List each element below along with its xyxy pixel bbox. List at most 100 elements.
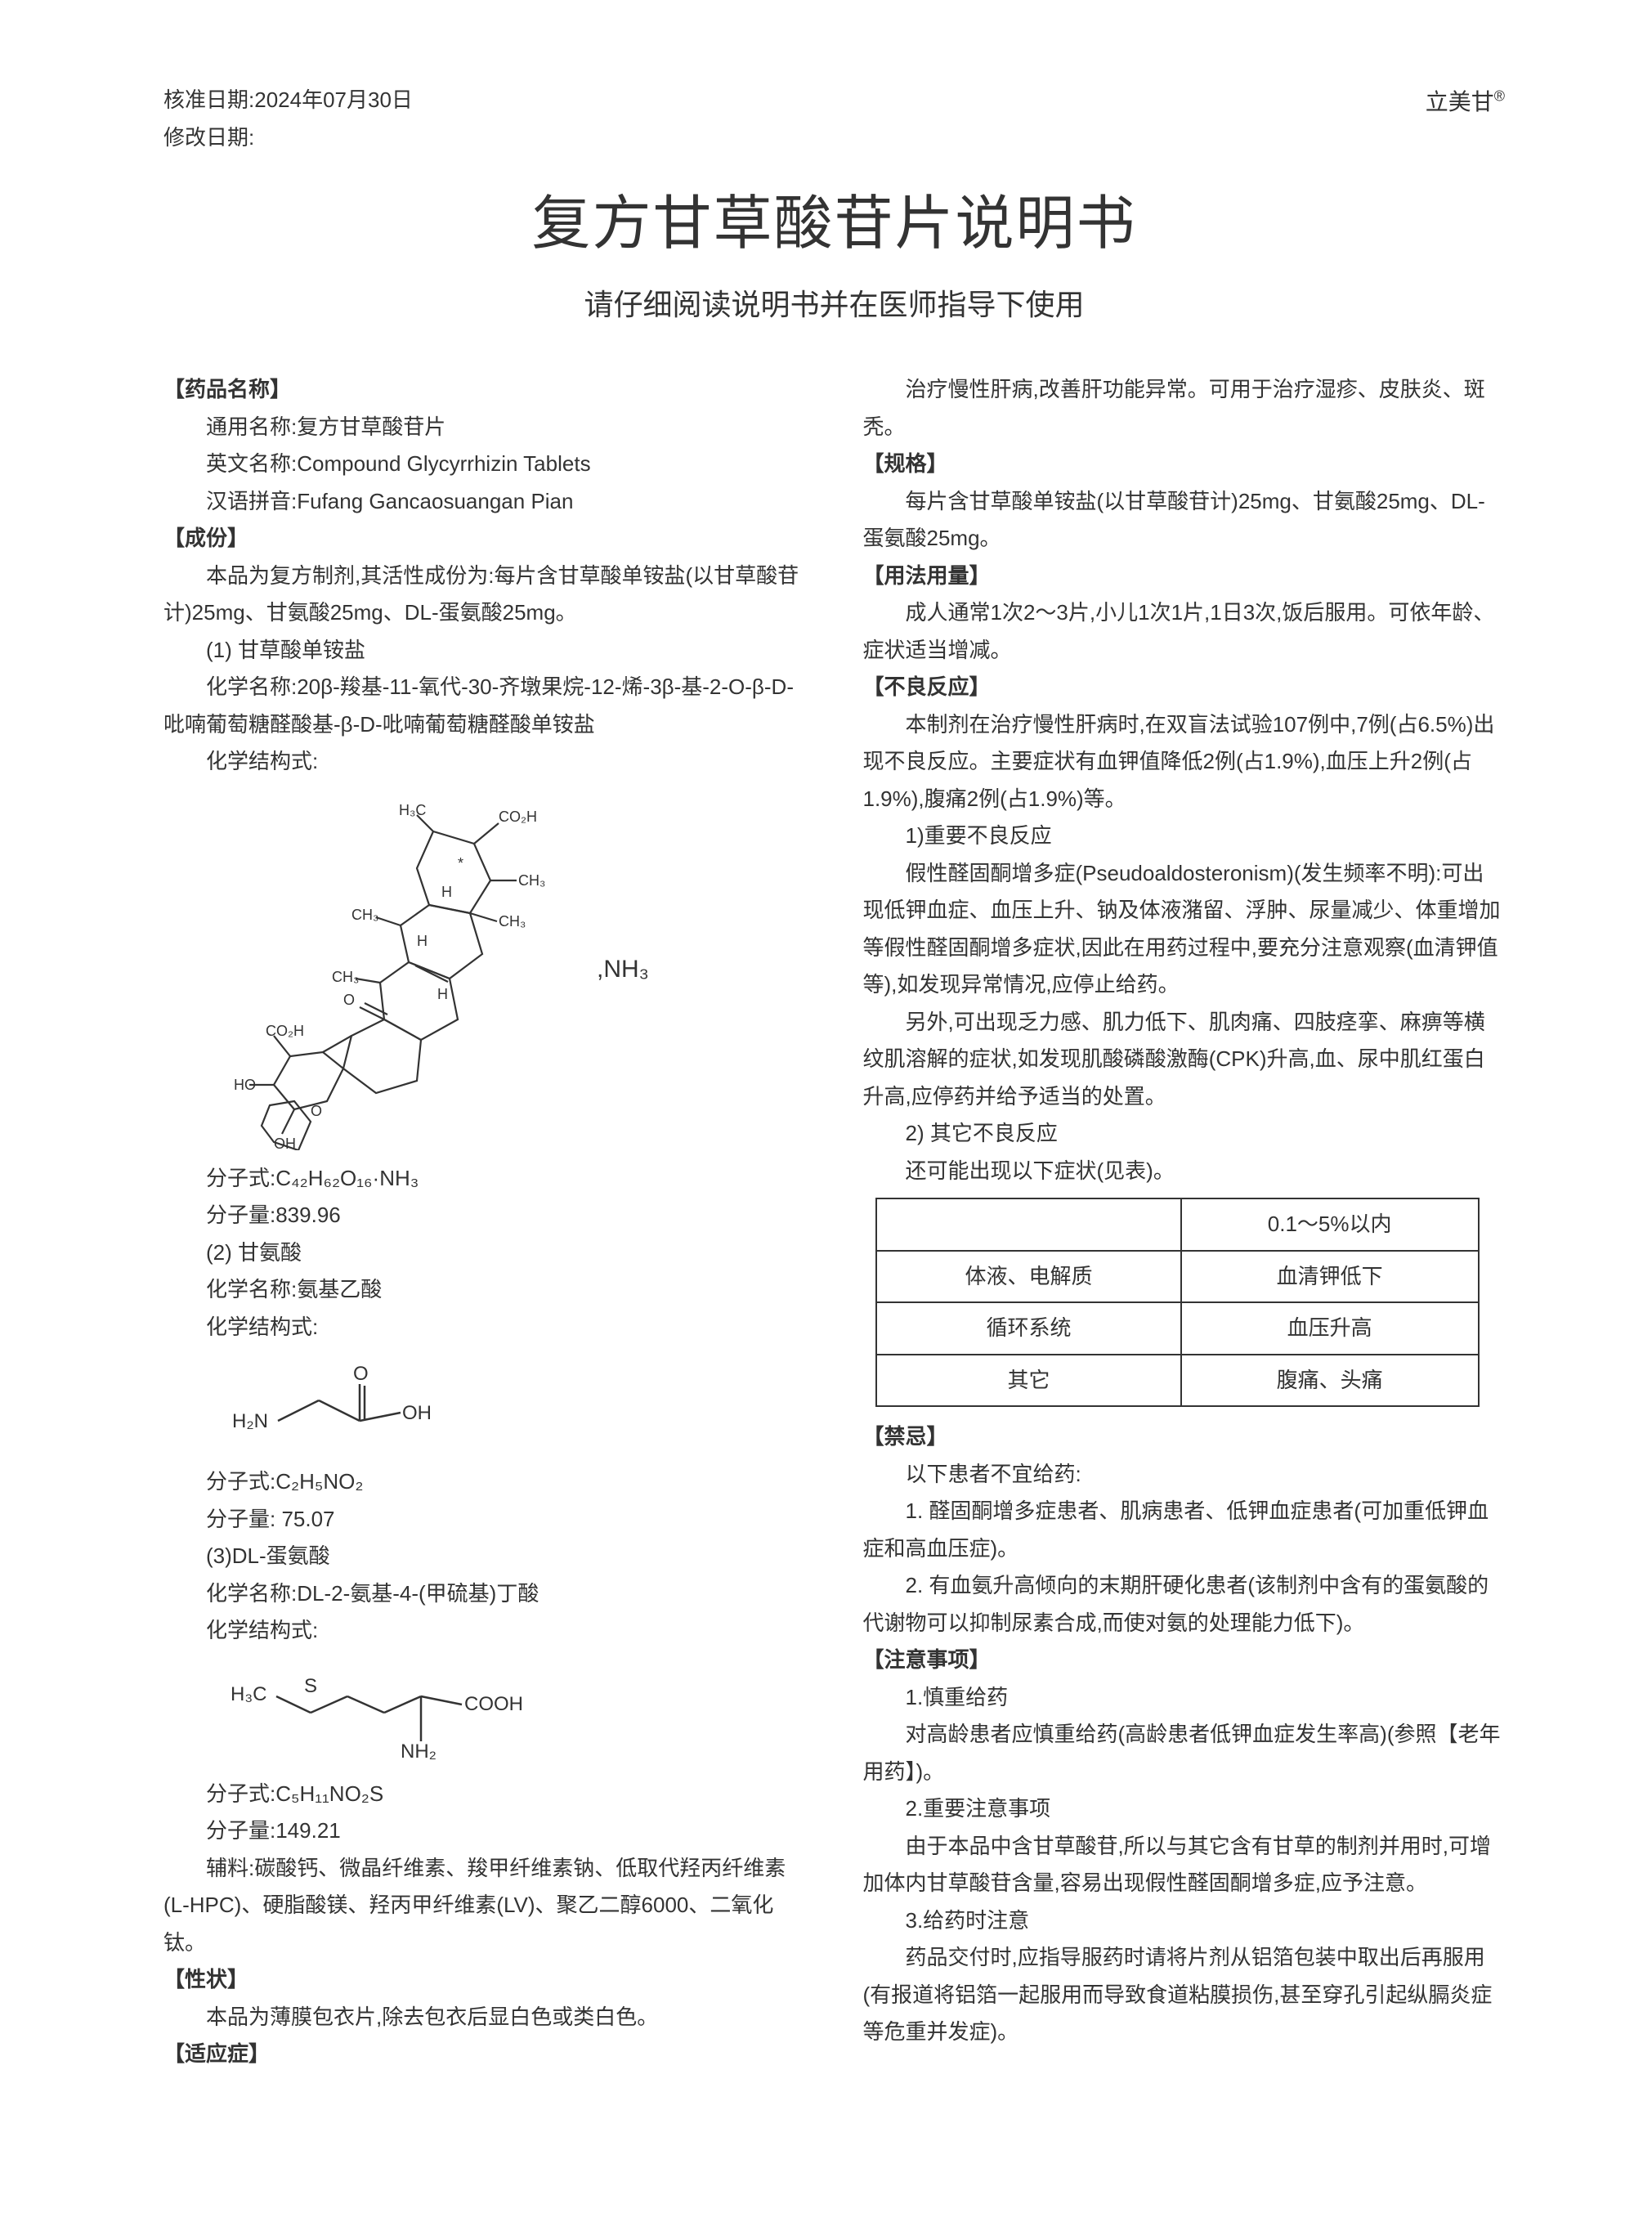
contra-2: 2. 有血氨升高倾向的末期肝硬化患者(该制剂中含有的蛋氨酸的代谢物可以抑制尿素合… bbox=[863, 1567, 1506, 1642]
adr-1-p2: 另外,可出现乏力感、肌力低下、肌肉痛、四肢痉挛、麻痹等横纹肌溶解的症状,如发现肌… bbox=[863, 1004, 1506, 1116]
adr-1-p1: 假性醛固酮增多症(Pseudoaldosteronism)(发生频率不明):可出… bbox=[863, 855, 1506, 1004]
svg-text:CH₃: CH₃ bbox=[499, 913, 526, 930]
section-head-character: 【性状】 bbox=[163, 1961, 806, 1999]
svg-text:OH: OH bbox=[402, 1402, 432, 1424]
table-cell-freq-header: 0.1～5%以内 bbox=[1181, 1198, 1479, 1251]
table-row: 体液、电解质 血清钾低下 bbox=[876, 1251, 1478, 1303]
component3-chemname: 化学名称:DL-2-氨基-4-(甲硫基)丁酸 bbox=[163, 1575, 806, 1613]
adr-2-label: 2) 其它不良反应 bbox=[863, 1115, 1506, 1153]
svg-text:H₂N: H₂N bbox=[232, 1410, 268, 1432]
generic-name: 通用名称:复方甘草酸苷片 bbox=[163, 409, 806, 446]
table-cell: 循环系统 bbox=[876, 1302, 1181, 1355]
section-head-adr: 【不良反应】 bbox=[863, 669, 1506, 706]
component1-struct-label: 化学结构式: bbox=[163, 743, 806, 781]
component2-structure: H₂N O OH bbox=[229, 1355, 806, 1454]
section-head-dosage: 【用法用量】 bbox=[863, 558, 1506, 595]
svg-text:*: * bbox=[458, 855, 463, 871]
adr-intro: 本制剂在治疗慢性肝病时,在双盲法试验107例中,7例(占6.5%)出现不良反应。… bbox=[863, 706, 1506, 818]
document-subtitle: 请仔细阅读说明书并在医师指导下使用 bbox=[163, 279, 1505, 330]
caution-3-body: 药品交付时,应指导服药时请将片剂从铝箔包装中取出后再服用(有报道将铝箔一起服用而… bbox=[863, 1939, 1506, 2051]
svg-text:NH₂: NH₂ bbox=[401, 1740, 437, 1763]
component1-structure: CO₂H H₃C CH₃ CH₃ CH₃ CH₃ O * H H H CO₂H … bbox=[229, 791, 806, 1150]
component1-mw: 分子量:839.96 bbox=[163, 1197, 806, 1234]
svg-text:S: S bbox=[304, 1675, 317, 1697]
svg-text:CO₂H: CO₂H bbox=[266, 1023, 304, 1039]
english-name: 英文名称:Compound Glycyrrhizin Tablets bbox=[163, 446, 806, 483]
component1-chemname: 化学名称:20β-羧基-11-氧代-30-齐墩果烷-12-烯-3β-基-2-O-… bbox=[163, 669, 806, 743]
svg-text:H: H bbox=[417, 933, 428, 949]
approval-dates: 核准日期:2024年07月30日 修改日期: bbox=[163, 82, 413, 156]
table-cell-blank bbox=[876, 1198, 1181, 1251]
section-head-caution: 【注意事项】 bbox=[863, 1642, 1506, 1679]
component2-formula: 分子式:C₂H₅NO₂ bbox=[163, 1463, 806, 1501]
svg-text:O: O bbox=[311, 1103, 322, 1119]
svg-text:OH: OH bbox=[274, 1136, 296, 1150]
caution-1-label: 1.慎重给药 bbox=[863, 1679, 1506, 1717]
svg-text:H₃C: H₃C bbox=[231, 1683, 266, 1705]
component3-structure: H₃C S COOH NH₂ bbox=[229, 1660, 806, 1766]
component2-struct-label: 化学结构式: bbox=[163, 1309, 806, 1346]
svg-text:CH₃: CH₃ bbox=[518, 872, 545, 889]
character-body: 本品为薄膜包衣片,除去包衣后显白色或类白色。 bbox=[163, 1999, 806, 2036]
component2-chemname: 化学名称:氨基乙酸 bbox=[163, 1271, 806, 1309]
svg-text:H: H bbox=[437, 986, 448, 1002]
spec-body: 每片含甘草酸单铵盐(以甘草酸苷计)25mg、甘氨酸25mg、DL-蛋氨酸25mg… bbox=[863, 483, 1506, 558]
component3-num: (3)DL-蛋氨酸 bbox=[163, 1538, 806, 1575]
component1-num: (1) 甘草酸单铵盐 bbox=[163, 632, 806, 670]
molecule-methionine-icon: H₃C S COOH NH₂ bbox=[229, 1660, 523, 1766]
svg-text:CH₃: CH₃ bbox=[332, 969, 359, 985]
section-head-ingredients: 【成份】 bbox=[163, 520, 806, 558]
svg-text:CH₃: CH₃ bbox=[351, 907, 378, 923]
excipients: 辅料:碳酸钙、微晶纤维素、羧甲纤维素钠、低取代羟丙纤维素(L-HPC)、硬脂酸镁… bbox=[163, 1850, 806, 1962]
table-cell: 血清钾低下 bbox=[1181, 1251, 1479, 1303]
adr-1-label: 1)重要不良反应 bbox=[863, 818, 1506, 855]
table-row: 0.1～5%以内 bbox=[876, 1198, 1478, 1251]
adr-table: 0.1～5%以内 体液、电解质 血清钾低下 循环系统 血压升高 其它 腹痛、头痛 bbox=[875, 1198, 1479, 1407]
component2-mw: 分子量: 75.07 bbox=[163, 1501, 806, 1539]
svg-text:CO₂H: CO₂H bbox=[499, 809, 537, 825]
brand-registered-mark: ® bbox=[1494, 88, 1505, 105]
table-cell: 其它 bbox=[876, 1355, 1181, 1407]
molecule-glycine-icon: H₂N O OH bbox=[229, 1355, 441, 1454]
contra-intro: 以下患者不宜给药: bbox=[863, 1456, 1506, 1494]
content-columns: 【药品名称】 通用名称:复方甘草酸苷片 英文名称:Compound Glycyr… bbox=[163, 371, 1505, 2073]
svg-text:H: H bbox=[441, 884, 452, 900]
brand-text: 立美甘 bbox=[1426, 89, 1494, 114]
component3-formula: 分子式:C₅H₁₁NO₂S bbox=[163, 1776, 806, 1813]
table-cell: 体液、电解质 bbox=[876, 1251, 1181, 1303]
component3-mw: 分子量:149.21 bbox=[163, 1812, 806, 1850]
revision-label: 修改日期: bbox=[163, 125, 254, 150]
section-head-spec: 【规格】 bbox=[863, 446, 1506, 483]
svg-text:HO: HO bbox=[234, 1077, 256, 1093]
indication-body: 治疗慢性肝病,改善肝功能异常。可用于治疗湿疹、皮肤炎、斑秃。 bbox=[863, 371, 1506, 446]
section-head-contra: 【禁忌】 bbox=[863, 1418, 1506, 1456]
approval-label: 核准日期: bbox=[163, 87, 254, 112]
svg-text:O: O bbox=[353, 1363, 369, 1385]
section-head-drugname: 【药品名称】 bbox=[163, 371, 806, 409]
component1-formula: 分子式:C₄₂H₆₂O₁₆·NH₃ bbox=[163, 1160, 806, 1198]
approval-date: 2024年07月30日 bbox=[254, 87, 413, 112]
svg-text:O: O bbox=[343, 992, 355, 1008]
dosage-body: 成人通常1次2～3片,小儿1次1片,1日3次,饭后服用。可依年龄、症状适当增减。 bbox=[863, 594, 1506, 669]
document-title: 复方甘草酸苷片说明书 bbox=[163, 172, 1505, 276]
component3-struct-label: 化学结构式: bbox=[163, 1612, 806, 1650]
nh3-label: ,NH₃ bbox=[597, 948, 649, 992]
brand-name: 立美甘® bbox=[1426, 82, 1505, 122]
caution-3-label: 3.给药时注意 bbox=[863, 1902, 1506, 1940]
contra-1: 1. 醛固酮增多症患者、肌病患者、低钾血症患者(可加重低钾血症和高血压症)。 bbox=[863, 1493, 1506, 1567]
ingredients-intro: 本品为复方制剂,其活性成份为:每片含甘草酸单铵盐(以甘草酸苷计)25mg、甘氨酸… bbox=[163, 558, 806, 632]
component2-num: (2) 甘氨酸 bbox=[163, 1234, 806, 1272]
adr-2-body: 还可能出现以下症状(见表)。 bbox=[863, 1153, 1506, 1190]
table-cell: 血压升高 bbox=[1181, 1302, 1479, 1355]
approval-date-line: 核准日期:2024年07月30日 bbox=[163, 82, 413, 119]
molecule-glycyrrhizin-icon: CO₂H H₃C CH₃ CH₃ CH₃ CH₃ O * H H H CO₂H … bbox=[229, 791, 572, 1150]
section-head-indication: 【适应症】 bbox=[163, 2036, 806, 2073]
caution-1-body: 对高龄患者应慎重给药(高龄患者低钾血症发生率高)(参照【老年用药】)。 bbox=[863, 1716, 1506, 1790]
table-cell: 腹痛、头痛 bbox=[1181, 1355, 1479, 1407]
header-row: 核准日期:2024年07月30日 修改日期: 立美甘® bbox=[163, 82, 1505, 156]
pinyin-name: 汉语拼音:Fufang Gancaosuangan Pian bbox=[163, 483, 806, 521]
caution-2-body: 由于本品中含甘草酸苷,所以与其它含有甘草的制剂并用时,可增加体内甘草酸苷含量,容… bbox=[863, 1828, 1506, 1902]
table-row: 循环系统 血压升高 bbox=[876, 1302, 1478, 1355]
table-row: 其它 腹痛、头痛 bbox=[876, 1355, 1478, 1407]
svg-text:H₃C: H₃C bbox=[399, 802, 426, 818]
